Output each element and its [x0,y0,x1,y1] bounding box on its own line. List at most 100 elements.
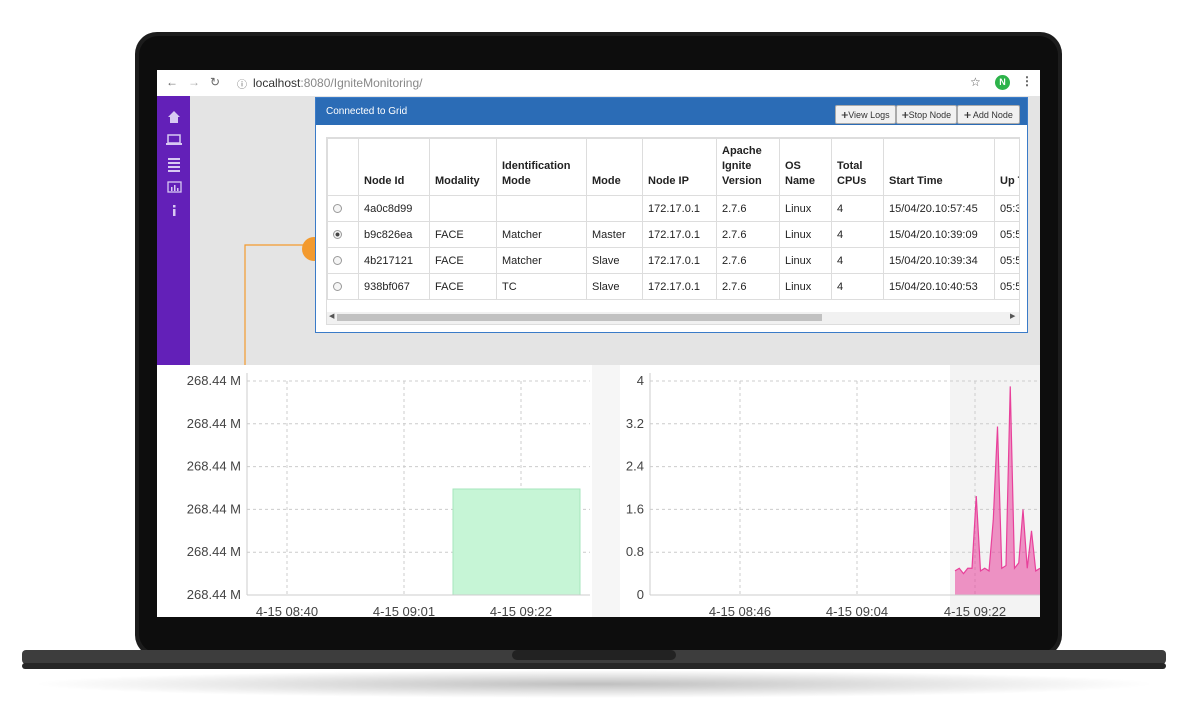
table-cell: 4 [831,221,884,248]
button-label: View Logs [848,110,890,120]
info-icon: ⓘ [237,80,247,91]
panel-title: Connected to Grid [326,106,408,117]
x-tick-label: 4-15 09:22 [490,604,552,617]
column-header: Up Time [994,138,1019,196]
table-cell: 2.7.6 [716,247,780,274]
table-cell: Master [586,221,643,248]
x-tick-label: 4-15 08:40 [256,604,318,617]
profile-avatar[interactable]: N [995,75,1010,90]
chart-divider [592,365,620,617]
chart-icon[interactable] [167,181,182,193]
y-tick-label: 4 [637,373,644,388]
scrollbar-thumb[interactable] [337,314,822,321]
y-tick-label: 268.44 M [187,587,241,602]
table-cell: Linux [779,221,832,248]
y-tick-label: 3.2 [626,416,644,431]
table-cell: 172.17.0.1 [642,195,717,222]
table-row: 4a0c8d99 172.17.0.1 2.7.6 Linux 4 15/04/20.10… [327,195,1019,222]
column-header: Total CPUs [831,138,884,196]
back-button[interactable]: ← [166,75,178,89]
table-cell: FACE [429,273,497,300]
row-radio[interactable] [333,281,342,291]
x-tick-label: 4-15 09:22 [944,604,1006,617]
table-cell: 2.7.6 [716,221,780,248]
column-header: Identification Mode [496,138,587,196]
table-cell: 05:54:45 [994,247,1019,274]
table-cell: 4a0c8d99 [358,195,430,222]
scrollbar-track[interactable]: ◀ ▶ [327,312,1019,324]
sidebar-icons [166,111,182,216]
panel-header: Connected to Grid ➕︎View Logs ➕︎Stop Nod… [316,98,1027,125]
charts: 268.44 M 268.44 M 268.44 M 268.44 M 268.44 M… [157,365,1040,617]
table-cell: 05:55:10 [994,221,1019,248]
y-tick-label: 0.8 [626,544,644,559]
x-tick-label: 4-15 09:04 [826,604,888,617]
table-cell: Matcher [496,221,587,248]
row-radio[interactable] [333,203,342,213]
screen: ← → ↻ ⓘ localhost:8080/IgniteMonitoring/… [157,70,1040,617]
table-cell: Slave [586,247,643,274]
info-nav-icon[interactable] [173,205,176,216]
browser-bar: ← → ↻ ⓘ localhost:8080/IgniteMonitoring/… [157,70,1040,97]
laptop-icon-base [166,143,182,145]
y-tick-label: 1.6 [626,501,644,516]
y-tick-label: 268.44 M [187,459,241,474]
table-cell: 2.7.6 [716,273,780,300]
stop-node-button[interactable]: ➕︎Stop Node [896,105,957,124]
bar [452,488,581,596]
y-tick-label: 268.44 M [187,416,241,431]
x-tick-label: 4-15 09:01 [373,604,435,617]
table-cell: 4 [831,273,884,300]
list-icon[interactable] [168,158,180,172]
y-tick-label: 268.44 M [187,501,241,516]
chart-icon-bars [171,185,179,191]
column-header: Modality [429,138,497,196]
y-tick-label: 0 [637,587,644,602]
area [955,386,1040,595]
table-cell: Matcher [496,247,587,274]
sidebar [157,96,190,365]
bookmark-star[interactable]: ☆ [970,75,981,89]
url[interactable]: localhost:8080/IgniteMonitoring/ [253,76,422,90]
reload-button[interactable]: ↻ [210,75,221,89]
row-radio[interactable] [333,229,342,239]
header-row: Node Id Modality Identification Mode Mode No… [327,138,1019,196]
table-container: Node Id Modality Identification Mode Mode No… [326,137,1020,325]
button-label: Stop Node [908,110,952,120]
scroll-left[interactable]: ◀ [329,313,335,320]
column-header: Mode [586,138,643,196]
row-radio[interactable] [333,255,342,265]
table-cell: 938bf067 [358,273,430,300]
table-row: 938bf067 FACE TC Slave 172.17.0.1 2.7.6 Linux 4… [327,273,1019,300]
nodes-table: Node Id Modality Identification Mode Mode No… [327,138,1019,300]
home-icon[interactable] [168,111,180,123]
grid-panel: Connected to Grid ➕︎View Logs ➕︎Stop Nod… [315,97,1028,333]
y-tick-label: 268.44 M [187,544,241,559]
view-logs-button[interactable]: ➕︎View Logs [835,105,896,124]
table-cell: TC [496,273,587,300]
radio-cell [327,247,359,274]
table-cell: Linux [779,273,832,300]
radio-cell [327,221,359,248]
add-node-button[interactable]: ➕︎ Add Node [957,105,1020,124]
column-header [327,138,359,196]
url-path: :8080/IgniteMonitoring/ [300,76,423,90]
column-header: Node Id [358,138,430,196]
table-row: b9c826ea FACE Matcher Master 172.17.0.1 2.7.6… [327,221,1019,248]
table-cell: 05:53:26 [994,273,1019,300]
y-tick-label: 268.44 M [187,373,241,388]
menu-button[interactable]: ⋮ [1021,74,1033,88]
column-header: Apache Ignite Version [716,138,780,196]
forward-button[interactable]: → [188,75,200,89]
scroll-right[interactable]: ▶ [1010,313,1016,320]
table-cell: 4 [831,195,884,222]
table-cell: 15/04/20.10:57:45 [883,195,995,222]
table-cell: 15/04/20.10:40:53 [883,273,995,300]
button-label: Add Node [972,110,1013,120]
x-tick-label: 4-15 08:46 [709,604,771,617]
radio-cell [327,273,359,300]
area-line [954,386,1040,575]
table-cell: 172.17.0.1 [642,273,717,300]
column-header: OS Name [779,138,832,196]
y-tick-label: 2.4 [626,459,644,474]
